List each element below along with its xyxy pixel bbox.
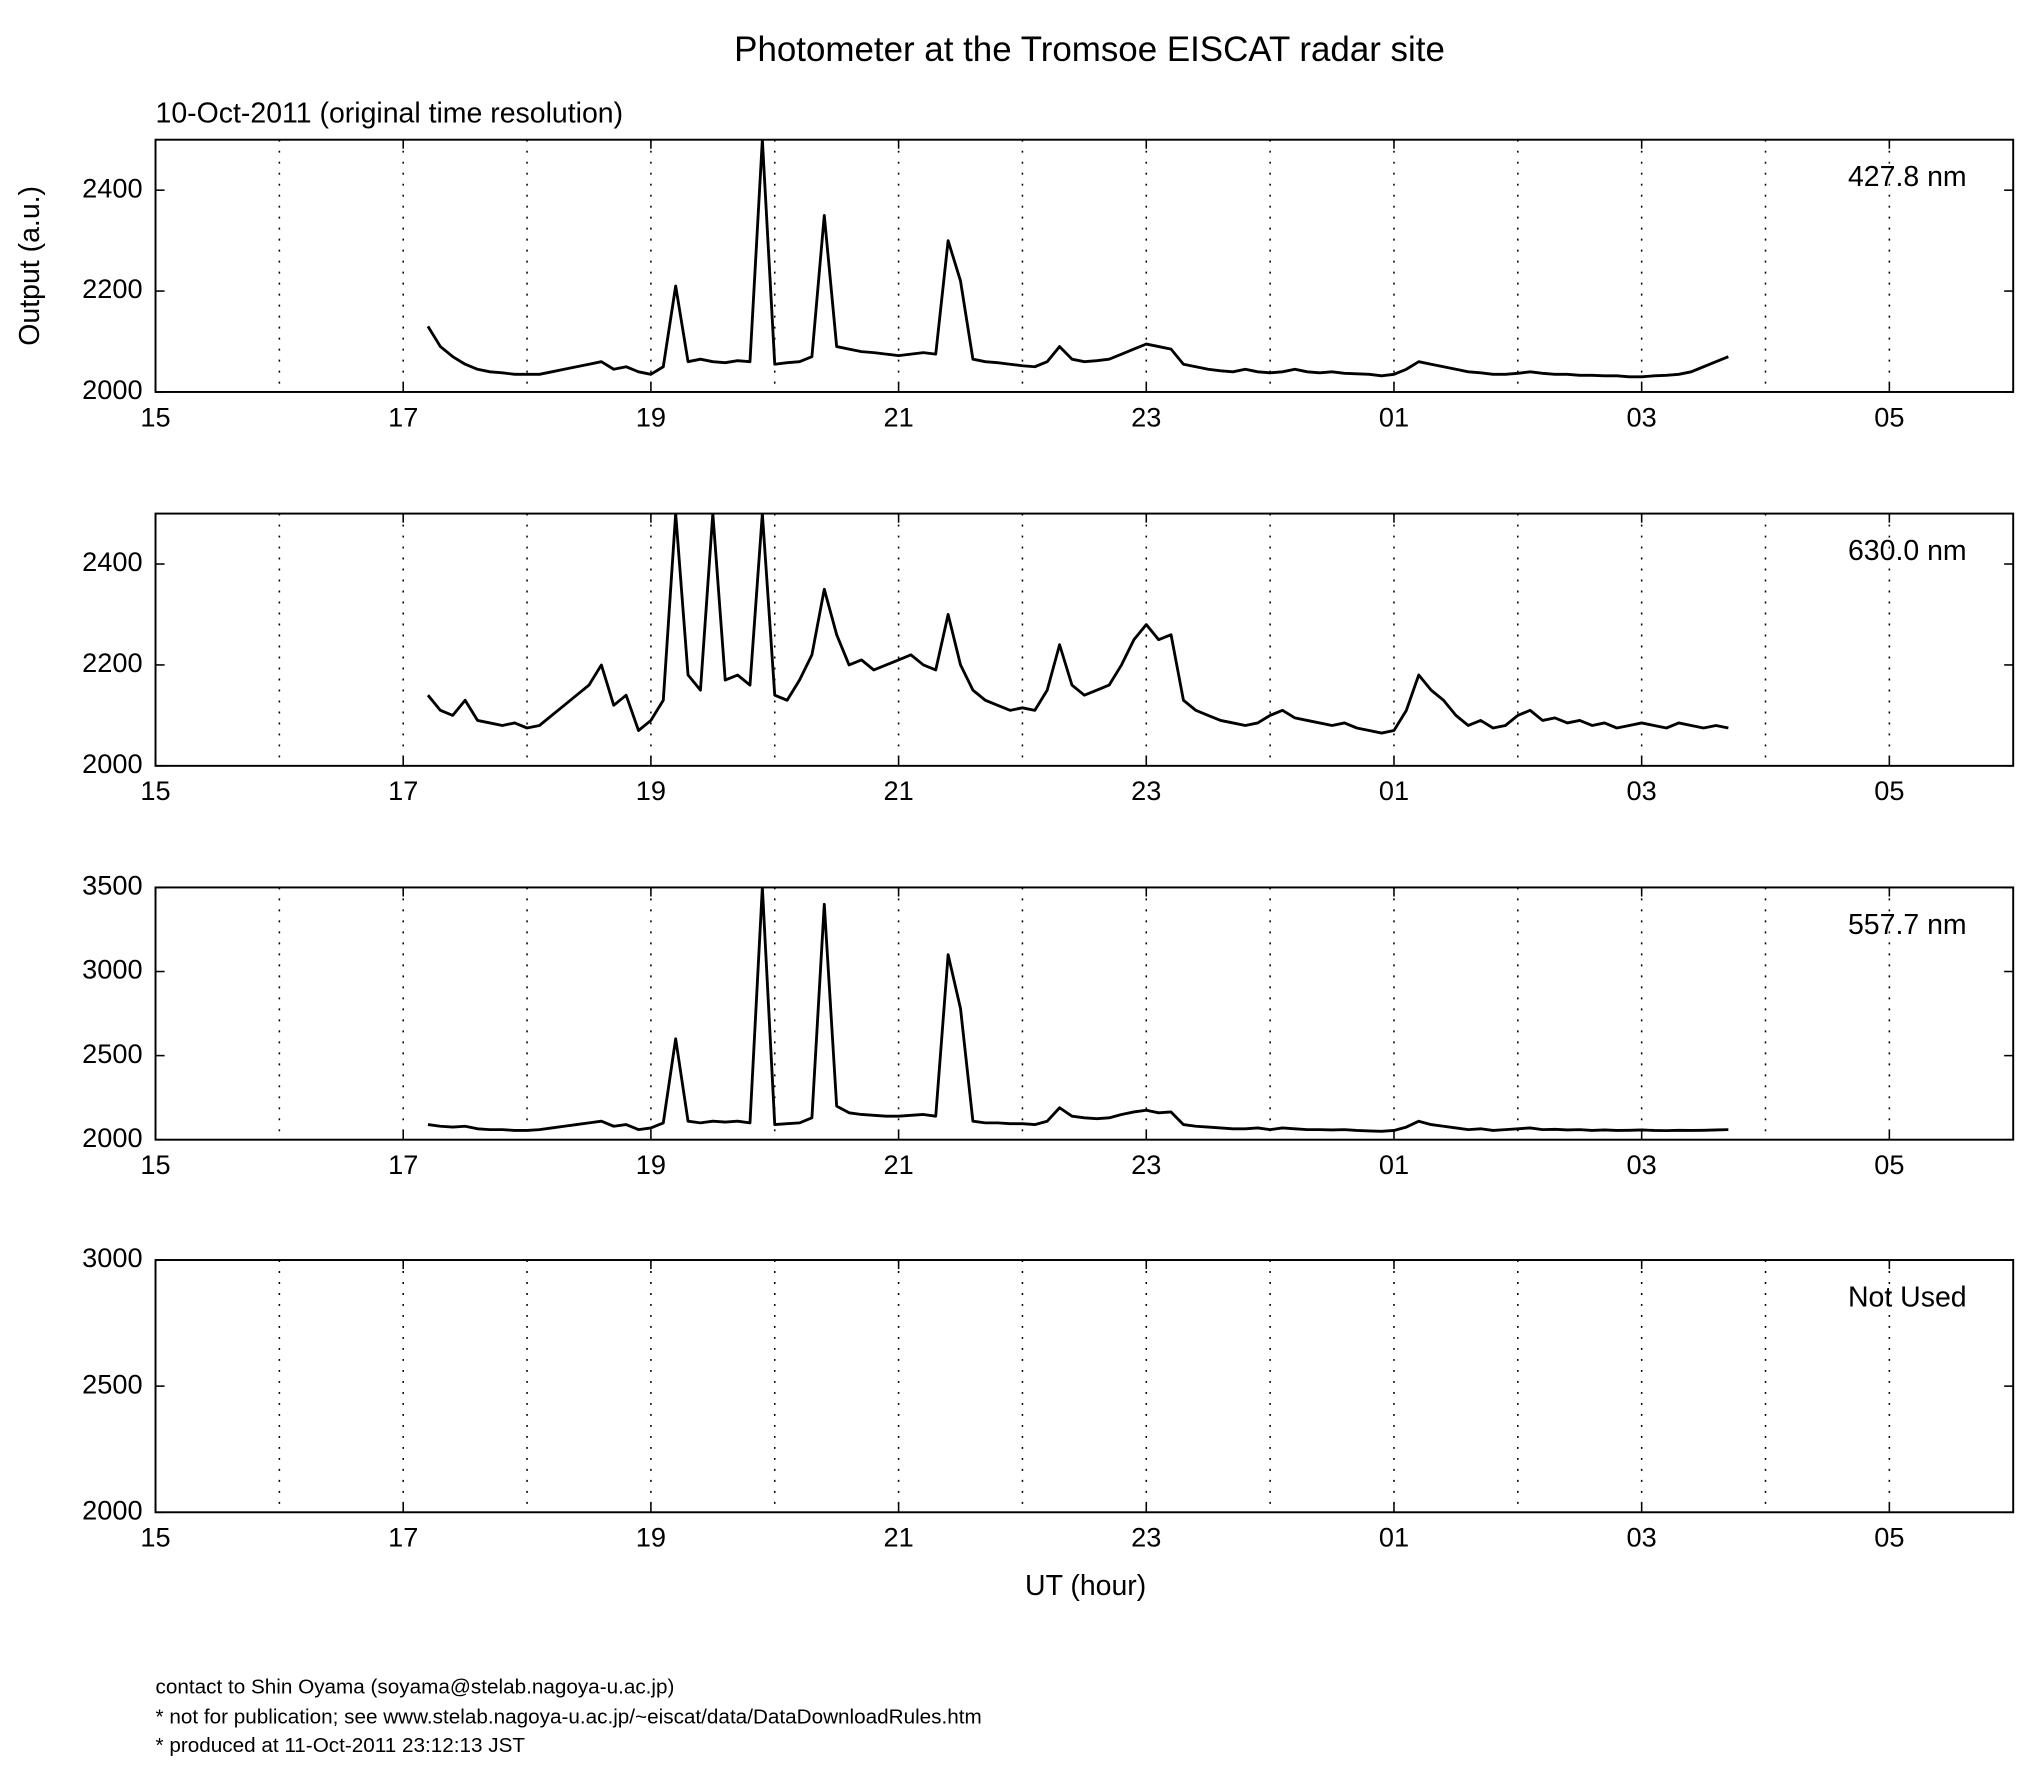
- x-tick-label: 03: [1627, 1149, 1657, 1180]
- chart-title: Photometer at the Tromsoe EISCAT radar s…: [734, 30, 1445, 69]
- panel-label: 427.8 nm: [1848, 161, 1967, 193]
- x-tick-label: 15: [140, 775, 170, 806]
- x-tick-label: 19: [636, 775, 666, 806]
- footer-line: * not for publication; see www.stelab.na…: [156, 1705, 982, 1728]
- x-tick-label: 23: [1131, 1149, 1161, 1180]
- panel-label: 557.7 nm: [1848, 909, 1967, 941]
- panel-label: Not Used: [1848, 1281, 1967, 1313]
- y-tick-label: 2000: [82, 374, 142, 405]
- x-tick-label: 17: [388, 775, 418, 806]
- axes-box: [154, 512, 2015, 767]
- x-tick-label: 05: [1874, 1522, 1904, 1553]
- y-tick-label: 2400: [82, 172, 142, 203]
- y-tick-label: 3500: [82, 870, 142, 901]
- x-tick-label: 17: [388, 1149, 418, 1180]
- y-tick-label: 3000: [82, 1242, 142, 1273]
- axes-box: [154, 138, 2015, 393]
- x-tick-label: 01: [1379, 1522, 1409, 1553]
- x-tick-label: 21: [883, 1149, 913, 1180]
- x-tick-label: 17: [388, 401, 418, 432]
- x-tick-label: 19: [636, 1522, 666, 1553]
- y-axis-label: Output (a.u.): [14, 186, 46, 346]
- x-tick-label: 21: [883, 775, 913, 806]
- x-tick-label: 23: [1131, 1522, 1161, 1553]
- x-tick-label: 19: [636, 401, 666, 432]
- panel-label: 630.0 nm: [1848, 535, 1967, 567]
- x-tick-label: 15: [140, 1522, 170, 1553]
- subtitle: 10-Oct-2011 (original time resolution): [156, 98, 624, 130]
- y-tick-label: 2500: [82, 1038, 142, 1069]
- y-tick-label: 2000: [82, 1494, 142, 1525]
- axes-box: [154, 886, 2015, 1141]
- footer-line: * produced at 11-Oct-2011 23:12:13 JST: [156, 1734, 526, 1757]
- x-tick-label: 03: [1627, 775, 1657, 806]
- data-line: [427, 887, 1729, 1133]
- x-tick-label: 05: [1874, 401, 1904, 432]
- axes-box: [154, 1259, 2015, 1514]
- x-tick-label: 15: [140, 401, 170, 432]
- footer-line: contact to Shin Oyama (soyama@stelab.nag…: [156, 1676, 675, 1699]
- x-tick-label: 01: [1379, 401, 1409, 432]
- y-tick-label: 2200: [82, 647, 142, 678]
- x-axis-label: UT (hour): [1025, 1570, 1146, 1602]
- x-tick-label: 03: [1627, 401, 1657, 432]
- x-tick-label: 17: [388, 1522, 418, 1553]
- x-tick-label: 21: [883, 1522, 913, 1553]
- x-tick-label: 05: [1874, 775, 1904, 806]
- x-tick-label: 15: [140, 1149, 170, 1180]
- x-tick-label: 21: [883, 401, 913, 432]
- y-tick-label: 2200: [82, 273, 142, 304]
- x-tick-label: 23: [1131, 775, 1161, 806]
- x-tick-label: 01: [1379, 775, 1409, 806]
- y-tick-label: 2500: [82, 1368, 142, 1399]
- y-tick-label: 2000: [82, 1122, 142, 1153]
- x-tick-label: 19: [636, 1149, 666, 1180]
- data-line: [426, 139, 1729, 379]
- data-line: [426, 513, 1729, 735]
- y-tick-label: 2400: [82, 546, 142, 577]
- x-tick-label: 05: [1874, 1149, 1904, 1180]
- x-tick-label: 01: [1379, 1149, 1409, 1180]
- y-tick-label: 3000: [82, 954, 142, 985]
- x-tick-label: 03: [1627, 1522, 1657, 1553]
- y-tick-label: 2000: [82, 748, 142, 779]
- x-tick-label: 23: [1131, 401, 1161, 432]
